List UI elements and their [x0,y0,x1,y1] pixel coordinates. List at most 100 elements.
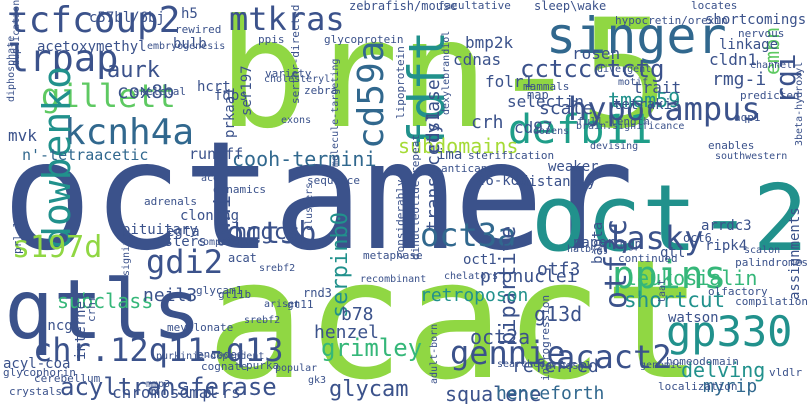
word: otf3 [537,259,581,280]
word: sleep\wake [534,0,607,13]
word: hypocampus [568,90,761,128]
word: considerably [394,179,407,259]
word: lipoprotein [394,46,407,119]
word: qtl [660,245,686,261]
word: metaphase [363,249,423,262]
word: s197d [12,230,103,265]
word: lrpap [7,37,119,80]
word: selectin [507,92,585,111]
word: acat [228,251,257,265]
word: paper [573,235,616,251]
word: gk3 [308,375,327,386]
word: purka [246,359,280,372]
word: full-length [577,115,650,128]
word: delving [681,358,766,382]
word: skeletal [133,85,186,98]
word: dozens [533,126,570,137]
word: grimley [321,334,423,362]
word: clusters [304,182,315,231]
word: cerebellum [34,372,101,385]
word: ima [437,147,463,163]
word: g13d [534,302,583,326]
word: recombinant [360,274,427,285]
word: oct3b [226,216,317,251]
word: fdps [214,88,248,104]
word: linkage [719,37,779,53]
word: palindromes [735,256,808,269]
word: zebrafish/mouse [349,0,458,13]
word: b78 [341,304,374,325]
word: c57bl/6bj [89,10,165,26]
word: sterification [468,149,555,162]
word: rmg-i [712,69,767,90]
word: mmp3 [146,379,171,390]
word: tetrakis [613,97,681,113]
word: pronuclei [480,266,578,287]
word: rosen [572,44,621,63]
word: shortcomings [705,12,807,28]
word: lrp-rs [183,383,241,402]
word: crh [471,112,504,133]
word: glycam1 [196,284,243,297]
word: chromosomal [112,383,218,402]
word: prl-luc [11,207,24,254]
word: dinucleotide-repeat [409,134,422,260]
word: dexylebrandiol [441,30,452,115]
word: signify [121,233,132,276]
word: halb/cj [567,244,610,255]
word: henzel [314,322,380,343]
word: subclass [57,289,154,313]
word: watson [668,310,719,326]
word: olfactory [708,285,768,298]
word: locates [691,0,738,12]
word: continued [618,252,678,265]
word: zebra [304,84,338,97]
word: pituitary [122,222,198,238]
word: neil3 [143,285,198,306]
word: chelators [444,271,499,282]
word: shortcut [624,288,726,312]
word: cldn1 [709,50,758,69]
word: sequence [307,174,360,187]
word: oct3a [420,216,517,254]
word: acact [206,224,703,404]
word: aqp1 [734,111,761,124]
word: distantly [520,174,596,190]
word: oct2a [470,325,531,349]
word: bapta [590,221,606,264]
word: rnd3 [303,286,332,300]
word: vldlr [769,366,803,379]
word: hmgcs [234,220,301,245]
word: n'-tetraacetic [22,146,149,164]
word: encoded [197,348,244,361]
word: folr1 [485,72,534,91]
word: chr.12q11-q13 [33,331,284,369]
word: mevalonate [167,321,234,334]
word: squalene [445,382,542,404]
word: cloning [180,208,240,224]
word: subdomains [398,134,519,158]
word: tmem59 [608,88,681,112]
word: cognate [201,360,248,373]
word: scalon [744,245,781,256]
word: farnesyl [539,359,592,372]
word: arisen [264,299,301,310]
word: myrip [703,376,758,397]
word: gillett [41,77,176,115]
word: weaker [548,159,599,175]
word: assignments [787,207,803,300]
word: compendium [197,237,258,248]
word: mgp [620,237,642,251]
word: exons [281,115,312,126]
word: purkinje-dependent [156,351,265,362]
word: devising [590,141,639,152]
word: gdi2 [146,243,224,281]
word: ace [201,173,220,184]
word: cholesteryl [264,74,331,85]
word: cd59a [351,40,392,149]
word: mammals [523,80,570,93]
word: 46-kda [477,173,528,189]
word: leukosialin [625,266,758,290]
word: gt11 [287,298,314,311]
